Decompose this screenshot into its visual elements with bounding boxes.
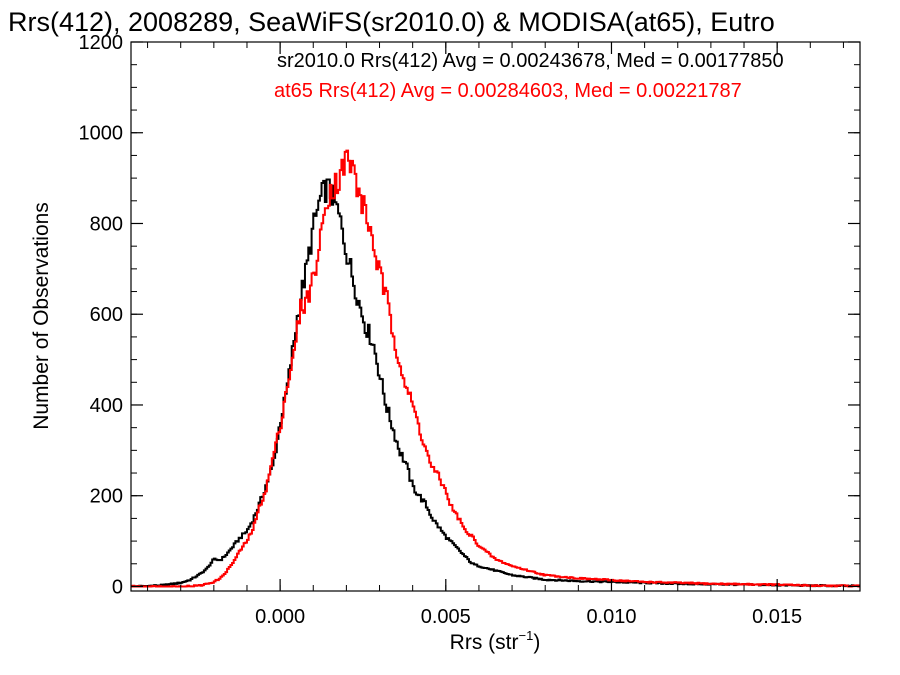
series-sr2010-histogram [131,178,860,588]
chart-title: Rrs(412), 2008289, SeaWiFS(sr2010.0) & M… [8,7,775,37]
legend: sr2010.0 Rrs(412) Avg = 0.00243678, Med … [274,50,784,102]
y-tick-label: 800 [90,213,123,235]
y-axis-title: Number of Observations [30,202,53,430]
x-axis-title-sup: −1 [519,628,534,643]
y-tick-label: 1200 [79,32,124,54]
x-tick-label: 0.000 [255,606,305,628]
plot-frame [130,41,861,592]
legend-entry-sr2010: sr2010.0 Rrs(412) Avg = 0.00243678, Med … [277,50,784,72]
series-at65-histogram [131,149,860,588]
x-axis-title-close: ) [533,631,540,654]
y-tick-label: 1000 [79,123,124,145]
x-tick-label: 0.010 [586,606,636,628]
x-tick-label: 0.005 [421,606,471,628]
y-tick-label: 0 [112,576,123,598]
x-axis-title-base: Rrs (str [450,631,519,654]
x-tick-label: 0.015 [752,606,802,628]
y-tick-label: 200 [90,486,123,508]
legend-entry-at65: at65 Rrs(412) Avg = 0.00284603, Med = 0.… [274,80,742,102]
y-tick-label: 600 [90,304,123,326]
x-axis-title: Rrs (str−1) [450,628,541,654]
plot-area: 0.000 0.005 0.010 0.015 0 200 400 600 800 1000 120… [79,32,861,628]
series-layer [131,149,860,588]
ticks-layer: 0.000 0.005 0.010 0.015 0 200 400 600 800 1000 120… [79,32,860,628]
y-tick-label: 400 [90,395,123,417]
